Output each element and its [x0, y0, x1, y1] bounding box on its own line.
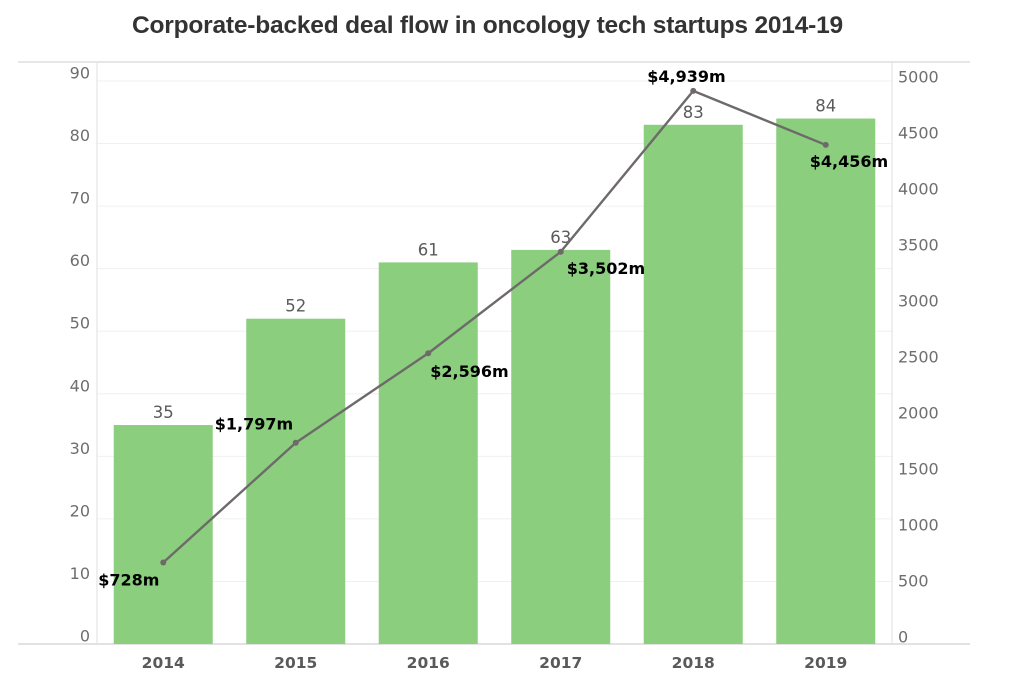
y-axis-right: 0 500 1000 1500 2000 2500 3000 3500 4000 4500 5000	[898, 68, 939, 647]
y-left-tick-label: 80	[70, 126, 90, 145]
chart-title: Corporate-backed deal flow in oncology t…	[132, 12, 843, 39]
x-tick-label: 2019	[804, 654, 847, 672]
y-left-tick-label: 40	[70, 376, 90, 395]
gridlines	[97, 80, 892, 582]
y-axis-left: 0 10 20 30 40 50 60 70 80 90	[70, 64, 90, 646]
funding-value-label: $728m	[98, 570, 159, 589]
y-right-tick-label: 3000	[898, 292, 939, 311]
bar-2019	[776, 118, 876, 645]
y-right-tick-label: 2500	[898, 348, 939, 367]
funding-value-label: $1,797m	[215, 415, 293, 434]
y-left-tick-label: 50	[70, 314, 90, 333]
y-left-tick-label: 20	[70, 501, 90, 520]
x-tick-label: 2015	[274, 654, 317, 672]
x-tick-label: 2017	[539, 654, 582, 672]
y-left-tick-label: 10	[70, 564, 90, 583]
bar-2018	[643, 124, 743, 645]
bars	[113, 118, 876, 645]
bar-2015	[246, 318, 346, 644]
funding-point-2017	[557, 248, 564, 255]
funding-line	[160, 87, 829, 566]
funding-value-label: $4,939m	[647, 67, 725, 86]
y-right-tick-label: 1500	[898, 460, 939, 479]
y-left-tick-label: 30	[70, 439, 90, 458]
y-right-tick-label: 5000	[898, 68, 939, 87]
y-left-tick-label: 0	[80, 627, 90, 646]
y-left-tick-label: 60	[70, 251, 90, 270]
y-right-tick-label: 1000	[898, 516, 939, 535]
y-right-tick-label: 4000	[898, 180, 939, 199]
bar-value-label: 63	[550, 228, 571, 247]
bar-value-label: 84	[815, 97, 836, 116]
x-tick-label: 2018	[672, 654, 715, 672]
funding-point-2014	[160, 559, 167, 566]
funding-value-label: $2,596m	[430, 362, 508, 381]
funding-point-2016	[425, 350, 432, 357]
bar-value-label: 52	[285, 297, 306, 316]
funding-value-label: $4,456m	[810, 152, 888, 171]
funding-point-2018	[690, 87, 697, 94]
funding-point-2019	[822, 141, 829, 148]
y-right-tick-label: 500	[898, 572, 929, 591]
funding-line-path	[162, 89, 827, 564]
bar-value-label: 35	[153, 403, 174, 422]
y-right-tick-label: 0	[898, 628, 908, 647]
bar-2017	[511, 249, 611, 644]
bar-value-label: 83	[683, 103, 704, 122]
y-left-tick-label: 90	[70, 64, 90, 83]
line-labels: $728m $1,797m $2,596m $3,502m $4,939m $4,456m	[98, 67, 888, 590]
bar-labels: 35 52 61 63 83 84	[153, 97, 837, 423]
bar-value-label: 61	[418, 240, 439, 259]
x-tick-label: 2016	[407, 654, 450, 672]
bar-2016	[378, 262, 478, 644]
x-tick-label: 2014	[142, 654, 185, 672]
y-left-tick-label: 70	[70, 189, 90, 208]
funding-value-label: $3,502m	[567, 259, 645, 278]
funding-point-2015	[292, 439, 299, 446]
x-axis: 2014 2015 2016 2017 2018 2019	[142, 654, 848, 672]
bar-2014	[113, 425, 213, 644]
y-right-tick-label: 4500	[898, 124, 939, 143]
y-right-tick-label: 2000	[898, 404, 939, 423]
y-right-tick-label: 3500	[898, 236, 939, 255]
